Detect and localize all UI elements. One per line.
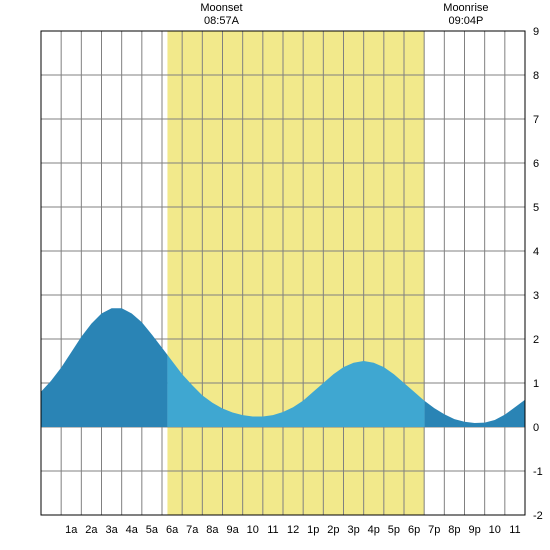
moon-event-time: 09:04P [436,15,496,28]
x-tick-label: 4a [126,524,139,536]
y-tick-label: -2 [533,510,543,522]
moon-event-title: Moonrise [436,2,496,15]
x-tick-label: 7a [186,524,199,536]
moonset-label: Moonset08:57A [191,2,251,28]
y-tick-label: 9 [533,26,539,38]
x-tick-label: 6a [166,524,179,536]
x-tick-label: 6p [408,524,420,536]
x-tick-label: 2p [327,524,339,536]
y-tick-label: 5 [533,202,539,214]
x-tick-label: 9p [468,524,480,536]
moon-event-title: Moonset [191,2,251,15]
x-tick-label: 11 [267,524,278,536]
y-tick-label: 4 [533,246,539,258]
y-tick-label: -1 [533,466,543,478]
y-tick-label: 2 [533,334,539,346]
chart-svg: 1a2a3a4a5a6a7a8a9a1011121p2p3p4p5p6p7p8p… [0,0,550,550]
moon-event-time: 08:57A [191,15,251,28]
y-tick-label: 8 [533,70,539,82]
daylight-band [167,31,424,515]
moonrise-label: Moonrise09:04P [436,2,496,28]
x-tick-label: 7p [428,524,440,536]
y-tick-label: 3 [533,290,539,302]
x-tick-label: 1p [307,524,319,536]
x-tick-label: 9a [226,524,239,536]
y-tick-label: 6 [533,158,539,170]
x-tick-label: 8p [448,524,460,536]
x-tick-label: 5p [388,524,400,536]
y-tick-label: 0 [533,422,539,434]
y-tick-label: 7 [533,114,539,126]
x-tick-label: 12 [287,524,299,536]
x-tick-label: 3a [105,524,118,536]
x-tick-label: 2a [85,524,98,536]
x-tick-label: 3p [347,524,359,536]
tide-chart: 1a2a3a4a5a6a7a8a9a1011121p2p3p4p5p6p7p8p… [0,0,550,550]
x-tick-label: 10 [247,524,259,536]
x-tick-label: 1a [65,524,78,536]
y-tick-label: 1 [533,378,539,390]
x-tick-label: 4p [368,524,380,536]
x-tick-label: 8a [206,524,219,536]
x-tick-label: 5a [146,524,159,536]
x-tick-label: 11 [509,524,520,536]
x-tick-label: 10 [489,524,501,536]
